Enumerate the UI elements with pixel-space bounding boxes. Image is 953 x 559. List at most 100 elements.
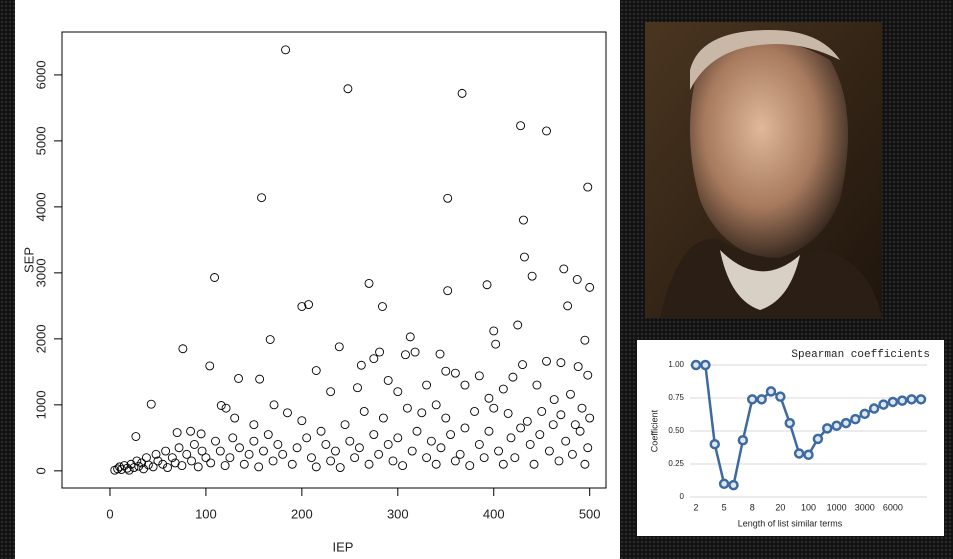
point bbox=[422, 453, 432, 463]
y-tick-label: 4000 bbox=[33, 192, 48, 221]
point bbox=[350, 453, 360, 463]
point bbox=[450, 456, 460, 466]
point bbox=[257, 193, 267, 203]
point bbox=[580, 459, 590, 469]
point bbox=[583, 370, 593, 380]
point bbox=[460, 423, 470, 433]
point bbox=[225, 453, 235, 463]
point bbox=[321, 439, 331, 449]
x-tick-label: 20 bbox=[775, 502, 785, 512]
x-tick-label: 100 bbox=[801, 502, 816, 512]
point bbox=[859, 408, 870, 420]
point bbox=[167, 453, 177, 463]
point bbox=[249, 420, 259, 430]
point bbox=[375, 347, 385, 357]
y-tick-label: 0 bbox=[33, 467, 48, 474]
point bbox=[374, 449, 384, 459]
point bbox=[537, 407, 547, 416]
y-tick-label: 6000 bbox=[33, 60, 48, 89]
point bbox=[422, 380, 432, 390]
point bbox=[316, 426, 326, 436]
point bbox=[239, 459, 249, 469]
point bbox=[263, 430, 273, 439]
x-axis-label: IEP bbox=[333, 539, 354, 554]
point bbox=[182, 449, 192, 459]
point bbox=[690, 359, 702, 371]
point bbox=[519, 252, 529, 262]
point bbox=[326, 456, 336, 466]
point bbox=[161, 446, 171, 456]
point bbox=[364, 459, 374, 469]
point bbox=[887, 396, 899, 408]
point bbox=[163, 463, 172, 472]
point bbox=[491, 339, 501, 349]
point bbox=[784, 417, 795, 429]
point bbox=[583, 182, 593, 192]
point bbox=[393, 433, 403, 443]
point bbox=[148, 462, 158, 472]
point bbox=[549, 395, 559, 405]
point bbox=[265, 335, 275, 344]
point bbox=[556, 358, 566, 368]
point bbox=[402, 403, 412, 413]
x-tick-label: 2 bbox=[693, 502, 698, 512]
point bbox=[235, 443, 244, 453]
point bbox=[470, 407, 480, 416]
point bbox=[775, 391, 786, 402]
point bbox=[455, 449, 465, 459]
point bbox=[228, 433, 238, 443]
point bbox=[474, 371, 484, 381]
point bbox=[178, 344, 188, 354]
point bbox=[544, 446, 554, 456]
point bbox=[340, 420, 350, 430]
point bbox=[153, 456, 163, 466]
x-tick-label: 100 bbox=[195, 506, 217, 521]
point bbox=[383, 439, 393, 449]
x-tick-label: 5 bbox=[722, 502, 727, 512]
point bbox=[410, 347, 420, 357]
point bbox=[206, 458, 216, 468]
point bbox=[146, 399, 156, 409]
point bbox=[482, 280, 492, 290]
y-tick-label: 3000 bbox=[33, 258, 48, 287]
point bbox=[343, 84, 353, 94]
point bbox=[254, 462, 264, 472]
point bbox=[297, 302, 307, 311]
point bbox=[443, 286, 453, 296]
point bbox=[566, 389, 575, 399]
point bbox=[840, 417, 852, 429]
point bbox=[573, 362, 583, 372]
point bbox=[915, 394, 927, 405]
y-axis-label: Coefficient bbox=[649, 409, 659, 452]
point bbox=[398, 461, 408, 471]
point bbox=[897, 395, 908, 406]
point bbox=[519, 215, 528, 225]
y-tick-label: 1.00 bbox=[668, 360, 684, 369]
point bbox=[354, 443, 364, 453]
point bbox=[518, 360, 527, 370]
point bbox=[356, 360, 366, 370]
y-tick-label: 2000 bbox=[33, 324, 48, 353]
point bbox=[525, 439, 535, 449]
point bbox=[570, 420, 580, 430]
point bbox=[407, 446, 417, 456]
point bbox=[388, 456, 398, 466]
point bbox=[353, 383, 362, 393]
point bbox=[527, 271, 537, 281]
point bbox=[221, 403, 231, 413]
point bbox=[124, 465, 134, 475]
point bbox=[330, 446, 340, 456]
point bbox=[435, 349, 445, 359]
point bbox=[583, 443, 593, 453]
point bbox=[132, 456, 142, 466]
point bbox=[210, 273, 220, 282]
point bbox=[244, 449, 254, 459]
point bbox=[335, 463, 345, 472]
point bbox=[443, 193, 453, 203]
point bbox=[268, 456, 278, 466]
point bbox=[151, 449, 161, 459]
point bbox=[508, 372, 518, 382]
point bbox=[441, 413, 451, 423]
